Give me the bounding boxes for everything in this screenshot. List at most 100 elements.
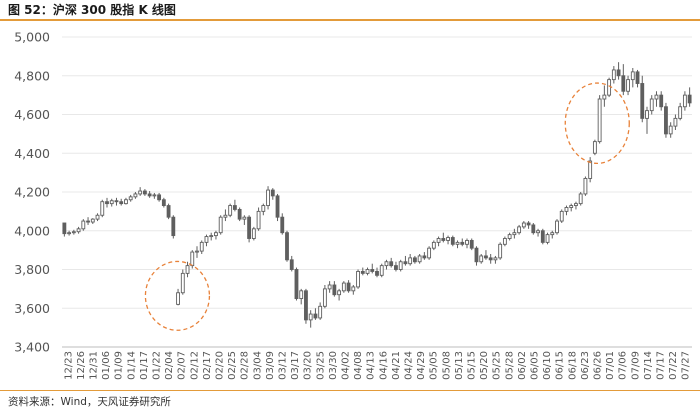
candle-body [166, 205, 171, 218]
x-tick-label: 02/07 [177, 351, 188, 380]
candle-body [654, 94, 659, 100]
candle-body [668, 125, 673, 135]
candle-body [394, 265, 398, 270]
candle-body [318, 305, 323, 319]
candle-body [81, 220, 86, 230]
annotation-circle [564, 82, 630, 165]
x-tick-label: 03/25 [315, 351, 326, 380]
candle-body [431, 241, 436, 249]
candle-body [114, 200, 119, 203]
x-tick-label: 05/13 [454, 351, 465, 380]
candle-body [682, 94, 687, 108]
candle-body [588, 160, 593, 179]
annotation-circle [144, 260, 211, 331]
candle-body [479, 255, 484, 263]
x-tick-label: 03/30 [328, 351, 339, 380]
candle-body [119, 201, 124, 205]
candle-body [247, 216, 252, 239]
candle-body [545, 234, 550, 243]
candle-body [351, 286, 356, 292]
x-tick-label: 02/25 [227, 351, 238, 380]
candle-body [313, 313, 318, 319]
candle-body [138, 190, 143, 195]
candle-body [569, 205, 574, 208]
candle-body [403, 261, 408, 265]
x-tick-label: 05/28 [504, 351, 515, 380]
candle-body [550, 232, 555, 236]
candle-body [199, 241, 204, 252]
candle-body [583, 177, 588, 195]
y-tick-label: 3,800 [14, 262, 50, 277]
candle-body [526, 222, 531, 226]
x-tick-label: 01/06 [101, 351, 112, 380]
candle-body [270, 189, 275, 197]
candle-body [76, 228, 81, 233]
candle-body [474, 247, 479, 263]
x-tick-label: 02/28 [240, 351, 251, 380]
candle-body [626, 79, 630, 92]
candle-body [180, 272, 185, 294]
y-tick-label: 4,000 [14, 223, 50, 238]
y-tick-label: 4,600 [14, 107, 50, 122]
x-tick-label: 03/12 [278, 351, 289, 380]
candle-body [384, 261, 389, 267]
candle-body [469, 239, 474, 249]
candle-body [678, 106, 683, 119]
x-tick-label: 07/27 [681, 351, 692, 380]
candle-body [450, 237, 455, 245]
candle-body [379, 265, 384, 276]
candle-body [460, 241, 465, 245]
candle-body [251, 228, 256, 239]
candle-body [237, 208, 242, 220]
candle-body [517, 226, 522, 234]
x-tick-label: 01/14 [126, 351, 137, 380]
x-tick-label: 07/14 [643, 351, 654, 380]
x-tick-label: 07/06 [618, 351, 629, 380]
candle-body [564, 207, 569, 212]
x-tick-label: 06/15 [555, 351, 566, 380]
x-tick-label: 07/22 [668, 351, 679, 380]
candle-body [185, 265, 190, 274]
candle-body [649, 98, 654, 112]
candle-body [540, 230, 545, 243]
candle-body [261, 205, 266, 212]
candle-body [673, 117, 678, 127]
candle-body [455, 241, 460, 245]
x-tick-label: 02/04 [164, 351, 175, 380]
candle-body [67, 232, 72, 235]
candle-body [436, 238, 441, 243]
candle-body [607, 79, 612, 96]
candle-body [488, 257, 493, 261]
x-axis: 12/23 12/26 12/31 01/06 01/09 01/14 01/17 01/22… [62, 346, 692, 380]
source-note: 资料来源：Wind，天风证券研究所 [8, 396, 171, 408]
candle-body [256, 210, 261, 230]
candle-body [630, 71, 635, 81]
annotations [144, 82, 630, 331]
candle-body [128, 196, 133, 201]
candles [62, 62, 692, 328]
candle-body [209, 235, 214, 238]
x-tick-label: 04/24 [404, 351, 415, 380]
candle-body [218, 216, 223, 234]
y-tick-label: 3,400 [14, 340, 50, 355]
candle-body [616, 69, 621, 77]
candle-body [389, 261, 394, 267]
x-tick-label: 05/25 [492, 351, 503, 380]
candlestick-chart: 3,400 3,600 3,800 4,000 4,200 4,400 4,600 4,800… [14, 30, 692, 380]
x-tick-label: 05/08 [441, 351, 452, 380]
x-tick-label: 03/09 [265, 351, 276, 380]
candle-body [95, 214, 100, 220]
candle-body [341, 282, 346, 292]
candle-body [441, 238, 446, 241]
candle-body [592, 141, 597, 154]
candle-body [356, 270, 360, 288]
x-tick-label: 05/20 [479, 351, 490, 380]
candle-body [327, 284, 332, 290]
candle-body [308, 313, 313, 321]
y-tick-label: 4,200 [14, 185, 50, 200]
x-tick-label: 06/26 [593, 351, 604, 380]
x-tick-label: 02/17 [202, 351, 213, 380]
x-tick-label: 01/17 [139, 351, 150, 380]
candle-body [365, 269, 370, 274]
candle-body [147, 193, 152, 197]
